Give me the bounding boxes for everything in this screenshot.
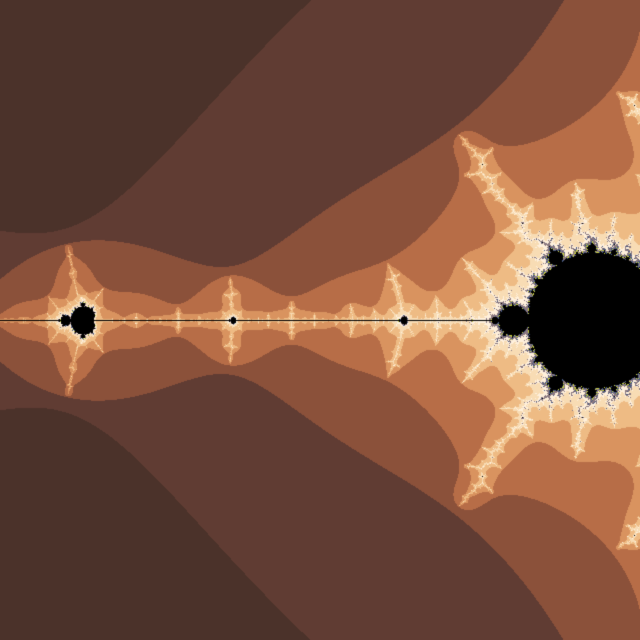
mandelbrot-fractal-image [0, 0, 640, 640]
